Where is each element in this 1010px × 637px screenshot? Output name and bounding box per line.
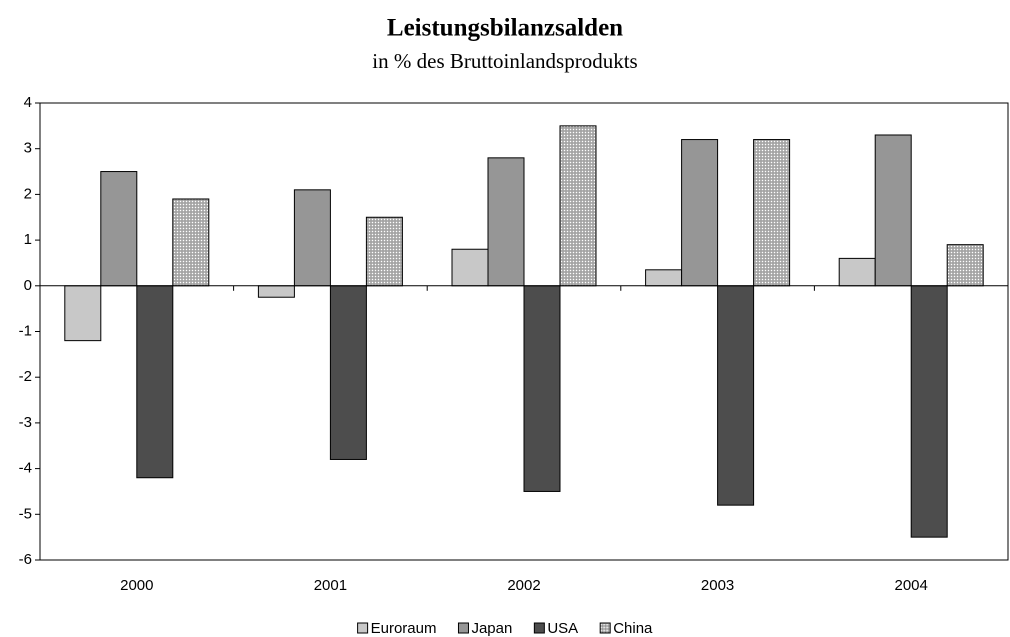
bar [681,139,719,287]
legend-marker [533,622,545,634]
y-tick-label: 1 [24,231,32,248]
bar [523,285,561,492]
y-tick-label: -6 [19,551,32,568]
bar [838,257,876,287]
x-tick-label: 2001 [314,577,347,594]
bar [717,285,755,506]
bar [329,285,367,460]
bar [753,139,791,287]
chart-subtitle: in % des Bruttoinlandsprodukts [372,49,637,73]
x-tick-label: 2000 [120,577,153,594]
x-tick-label: 2003 [701,577,734,594]
y-tick-label: -3 [19,414,32,431]
legend-marker [457,622,469,634]
bar [946,244,984,287]
bar [451,248,489,287]
y-tick-label: -4 [19,460,32,477]
x-tick-label: 2004 [895,577,928,594]
legend-marker [599,622,611,634]
chart-title: Leistungsbilanzsalden [387,15,623,42]
bar [487,157,525,287]
legend-label: Japan [471,620,512,637]
bar [257,285,295,298]
bar [64,285,102,342]
x-tick-label: 2002 [507,577,540,594]
legend-label: USA [547,620,578,637]
bar [293,189,331,287]
y-tick-label: 3 [24,140,32,157]
y-tick-label: 0 [24,277,32,294]
bar [365,216,403,287]
y-tick-label: 4 [24,94,32,111]
legend-label: China [613,620,653,637]
bar [645,269,683,287]
bar [874,134,912,287]
legend: Euroraum Japan USA China [357,620,653,637]
y-tick-label: 2 [24,185,32,202]
y-tick-label: -2 [19,368,32,385]
bar [136,285,174,479]
y-tick-label: -1 [19,322,32,339]
bar [172,198,210,287]
bar [559,125,597,287]
bar [100,171,138,287]
bar [910,285,948,538]
y-tick-label: -5 [19,505,32,522]
legend-marker [357,622,369,634]
legend-label: Euroraum [371,620,437,637]
